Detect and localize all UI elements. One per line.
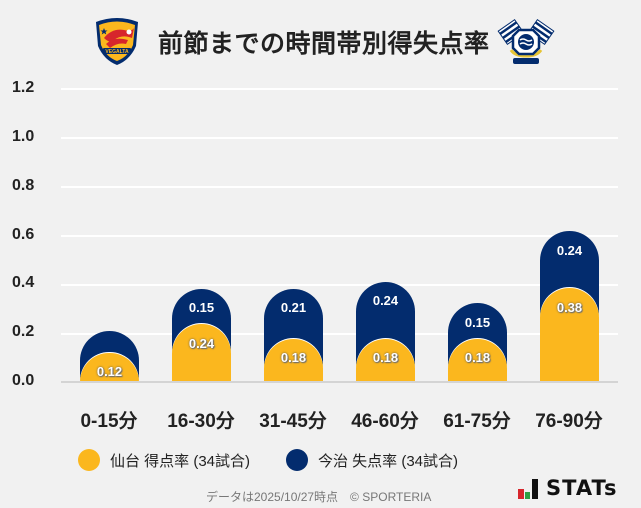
x-tick-label: 46-60分 bbox=[351, 411, 419, 432]
bar-away-value: 0.15 bbox=[464, 315, 491, 330]
chart-header: VEGALTA 前節までの時間帯別得失点率 bbox=[0, 0, 641, 80]
legend-label-home: 仙台 得点率 (34試合) bbox=[110, 452, 251, 470]
gridline bbox=[61, 88, 618, 90]
bar-home-value: 0.12 bbox=[96, 364, 123, 379]
x-tick-label: 16-30分 bbox=[167, 411, 235, 432]
gridline bbox=[61, 137, 618, 139]
y-tick-label: 0.6 bbox=[12, 226, 35, 243]
vegalta-sendai-crest-icon: VEGALTA bbox=[96, 18, 138, 65]
bar-group-0-15: 0.12 bbox=[80, 0, 139, 382]
x-tick-label: 61-75分 bbox=[443, 411, 511, 432]
bar-home-segment bbox=[264, 339, 323, 382]
bar-group-31-45: 0.21 0.18 bbox=[264, 0, 323, 382]
x-tick-label: 31-45分 bbox=[259, 411, 327, 432]
bar-home-segment bbox=[172, 324, 231, 382]
data-source-note: データは2025/10/27時点 © SPORTERIA bbox=[206, 490, 432, 504]
chart-title: 前節までの時間帯別得失点率 bbox=[158, 29, 490, 58]
x-axis-line bbox=[61, 381, 618, 383]
legend-item-home: 仙台 得点率 (34試合) bbox=[78, 449, 250, 471]
legend-swatch-away-icon bbox=[286, 449, 308, 471]
y-tick-label: 1.2 bbox=[12, 79, 35, 96]
bar-group-61-75: 0.15 0.18 bbox=[448, 0, 507, 382]
y-tick-label: 0.4 bbox=[12, 274, 35, 291]
x-tick-label: 76-90分 bbox=[535, 411, 603, 432]
y-tick-label: 1.0 bbox=[12, 128, 35, 145]
legend-item-away: 今治 失点率 (34試合) bbox=[286, 449, 458, 471]
bar-home-segment bbox=[356, 339, 415, 382]
bar-group-16-30: 0.15 0.24 bbox=[172, 0, 231, 382]
bar-group-46-60: 0.24 0.18 bbox=[356, 0, 415, 382]
fc-imabari-crest-icon bbox=[497, 19, 555, 64]
stats-bars-icon bbox=[518, 479, 538, 499]
bar-away-value: 0.15 bbox=[188, 300, 215, 315]
bar-home-segment bbox=[448, 339, 507, 382]
stats-brand-text: STATs bbox=[546, 476, 618, 500]
svg-text:VEGALTA: VEGALTA bbox=[105, 49, 129, 55]
y-tick-label: 0.2 bbox=[12, 323, 35, 340]
legend-swatch-home-icon bbox=[78, 449, 100, 471]
bar-away-value: 0.24 bbox=[556, 243, 583, 258]
bar-away-value: 0.21 bbox=[280, 300, 307, 315]
bar-home-segment bbox=[540, 288, 599, 382]
bar-home-value: 0.18 bbox=[464, 350, 491, 365]
gridline bbox=[61, 333, 618, 335]
legend-label-away: 今治 失点率 (34試合) bbox=[318, 452, 459, 470]
bar-group-76-90: 0.24 0.38 bbox=[540, 0, 599, 382]
bar-home-value: 0.24 bbox=[188, 336, 215, 351]
y-tick-label: 0.8 bbox=[12, 177, 35, 194]
gridline bbox=[61, 186, 618, 188]
chart-plot-area: 0.0 0.2 0.4 0.6 0.8 1.0 1.2 0.12 0.15 0.… bbox=[12, 0, 618, 432]
y-tick-label: 0.0 bbox=[12, 372, 35, 389]
gridline bbox=[61, 235, 618, 237]
bar-away-value: 0.24 bbox=[372, 293, 399, 308]
bar-home-value: 0.38 bbox=[556, 300, 583, 315]
gridline bbox=[61, 284, 618, 286]
bar-home-value: 0.18 bbox=[372, 350, 399, 365]
x-tick-label: 0-15分 bbox=[80, 411, 138, 432]
bar-home-value: 0.18 bbox=[280, 350, 307, 365]
stats-brand-logo: STATs bbox=[518, 477, 617, 499]
